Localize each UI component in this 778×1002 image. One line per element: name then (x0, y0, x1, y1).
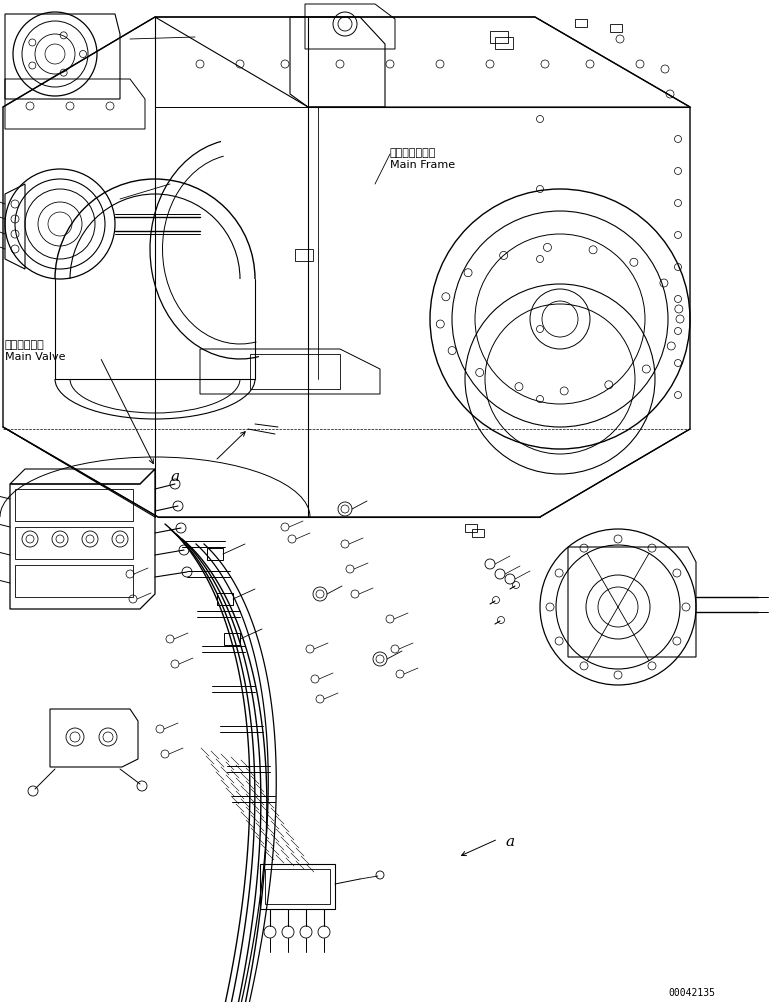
Bar (15, 490, 133, 521)
Bar (610, 25, 622, 33)
Text: Main Frame: Main Frame (390, 160, 455, 169)
Bar (217, 593, 233, 605)
Text: Main Valve: Main Valve (5, 352, 65, 362)
Bar (490, 32, 508, 44)
Bar (472, 529, 484, 537)
Text: 00042135: 00042135 (668, 987, 715, 997)
Bar (207, 548, 223, 560)
Text: メインフレーム: メインフレーム (390, 148, 436, 158)
Bar (260, 864, 335, 909)
Bar (224, 633, 240, 645)
Bar (295, 249, 313, 262)
Bar (495, 38, 513, 50)
Bar (15, 527, 133, 559)
Bar (250, 355, 340, 390)
Bar (265, 869, 330, 904)
Text: a: a (170, 470, 179, 484)
Text: a: a (505, 835, 514, 848)
Bar (465, 524, 477, 532)
Bar (15, 565, 133, 597)
Bar (575, 20, 587, 28)
Text: メインバルブ: メインバルブ (5, 340, 45, 350)
